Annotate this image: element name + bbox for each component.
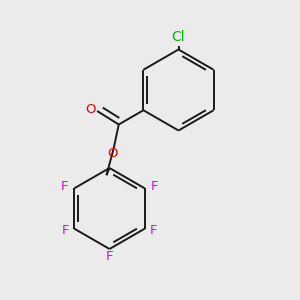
Text: F: F — [150, 180, 158, 193]
Text: O: O — [107, 148, 118, 160]
Text: F: F — [61, 180, 69, 193]
Text: O: O — [85, 103, 96, 116]
Text: Cl: Cl — [172, 30, 185, 44]
Text: F: F — [150, 224, 157, 237]
Text: F: F — [62, 224, 69, 237]
Text: F: F — [106, 250, 113, 263]
